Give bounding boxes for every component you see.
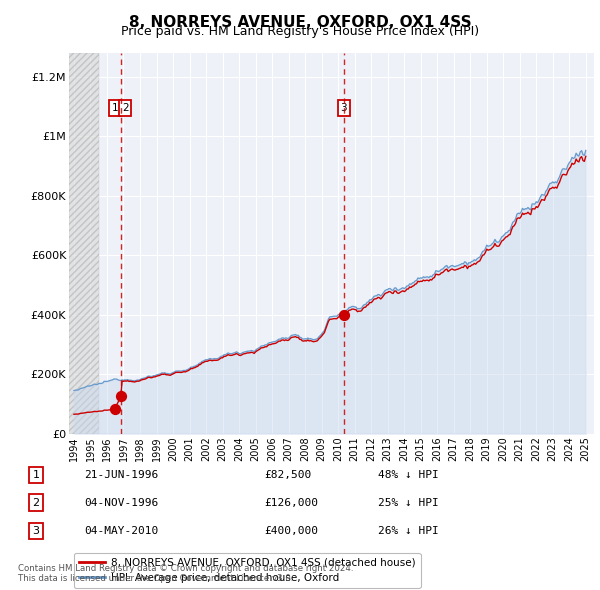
Text: 1: 1 (112, 103, 118, 113)
Text: Contains HM Land Registry data © Crown copyright and database right 2024.
This d: Contains HM Land Registry data © Crown c… (18, 563, 353, 583)
Text: Price paid vs. HM Land Registry's House Price Index (HPI): Price paid vs. HM Land Registry's House … (121, 25, 479, 38)
Text: 04-NOV-1996: 04-NOV-1996 (84, 498, 158, 507)
Text: 26% ↓ HPI: 26% ↓ HPI (378, 526, 439, 536)
Point (110, 404, 119, 414)
Text: 2: 2 (32, 498, 40, 507)
Text: 2: 2 (122, 103, 128, 113)
Text: 8, NORREYS AVENUE, OXFORD, OX1 4SS: 8, NORREYS AVENUE, OXFORD, OX1 4SS (128, 15, 472, 30)
Text: 25% ↓ HPI: 25% ↓ HPI (378, 498, 439, 507)
Text: 1: 1 (32, 470, 40, 480)
Text: £82,500: £82,500 (264, 470, 311, 480)
Text: £126,000: £126,000 (264, 498, 318, 507)
Text: £400,000: £400,000 (264, 526, 318, 536)
Text: 48% ↓ HPI: 48% ↓ HPI (378, 470, 439, 480)
Point (116, 392, 125, 401)
Text: 3: 3 (32, 526, 40, 536)
Point (339, 310, 349, 319)
Text: 3: 3 (340, 103, 347, 113)
Text: 21-JUN-1996: 21-JUN-1996 (84, 470, 158, 480)
Legend: 8, NORREYS AVENUE, OXFORD, OX1 4SS (detached house), HPI: Average price, detache: 8, NORREYS AVENUE, OXFORD, OX1 4SS (deta… (74, 553, 421, 588)
Text: 04-MAY-2010: 04-MAY-2010 (84, 526, 158, 536)
